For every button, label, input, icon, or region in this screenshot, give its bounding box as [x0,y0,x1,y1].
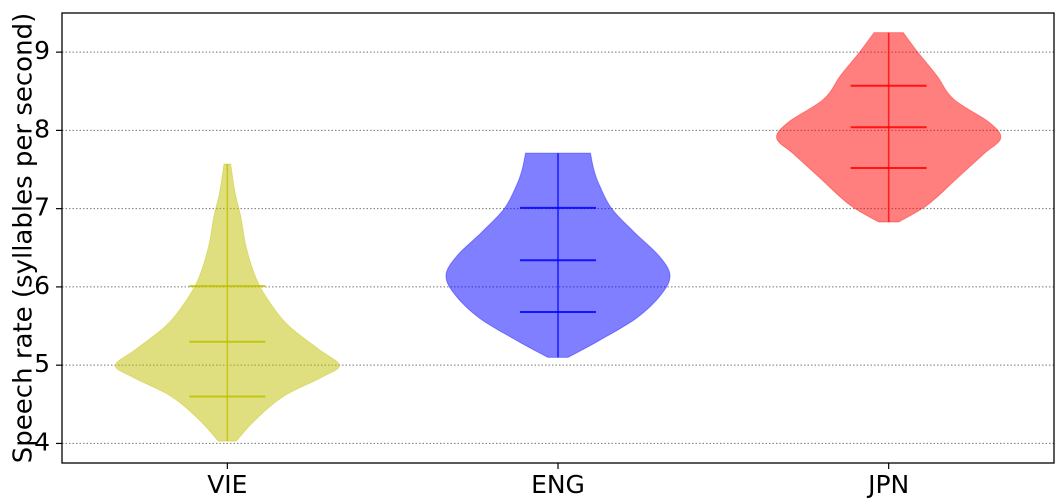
violins [114,32,1002,442]
y-tick-label: 5 [34,349,50,378]
y-axis-label: Speech rate (syllables per second) [9,13,39,463]
y-tick-label: 4 [34,427,50,456]
violin-jpn [776,32,1002,223]
x-tick-label-jpn: JPN [866,470,909,499]
x-tick-label-eng: ENG [531,470,585,499]
violin-vie [114,163,340,442]
y-tick-label: 8 [34,114,50,143]
y-tick-label: 9 [34,36,50,65]
y-axis: 4 5 6 7 8 9 [34,36,62,456]
y-tick-label: 7 [34,193,50,222]
x-axis: VIE ENG JPN [207,463,909,499]
x-tick-label-vie: VIE [207,470,247,499]
violin-eng [445,152,671,358]
y-tick-label: 6 [34,271,50,300]
